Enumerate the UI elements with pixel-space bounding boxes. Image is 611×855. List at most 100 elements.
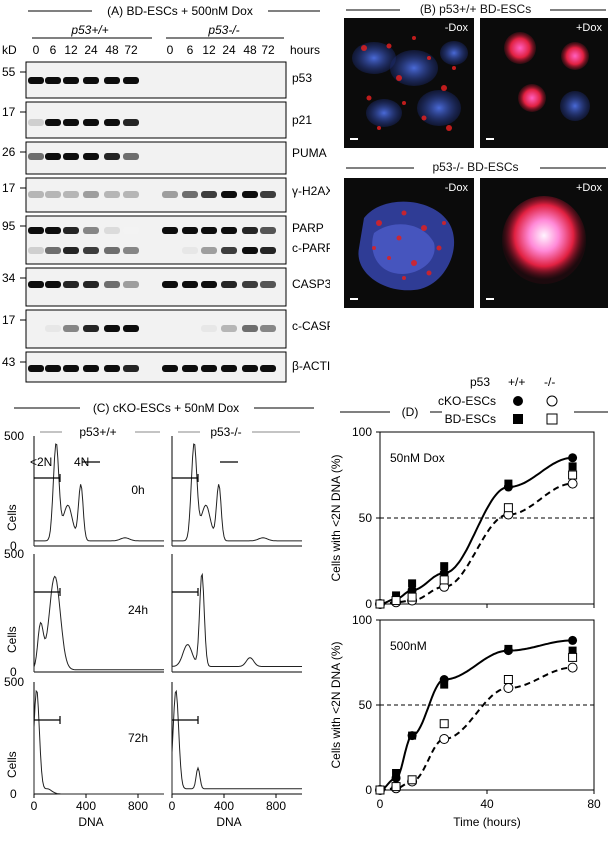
y-tick-label: 100 — [352, 425, 372, 439]
data-point-bd-wt — [568, 646, 577, 655]
data-point-bd-ko — [375, 785, 385, 795]
y-axis-label: Cells — [5, 504, 19, 531]
protein-band — [63, 119, 79, 126]
protein-label: PUMA — [292, 146, 327, 160]
dna-histogram — [171, 689, 302, 794]
fluorescent-punctum — [376, 220, 382, 226]
protein-band — [104, 119, 120, 126]
protein-band — [83, 325, 99, 332]
fluorescent-punctum — [396, 235, 402, 241]
data-point-cko-wt — [568, 453, 578, 463]
dna-histogram — [171, 572, 302, 672]
y-axis-label: Cells with <2N DNA (%) — [329, 641, 343, 768]
kd-marker: 95 — [2, 219, 16, 233]
protein-band — [45, 325, 61, 332]
protein-band — [260, 365, 276, 372]
protein-band — [162, 191, 178, 198]
protein-band — [123, 191, 139, 198]
hours-label: hours — [290, 43, 320, 57]
protein-band — [242, 365, 258, 372]
time-label: 24h — [128, 603, 148, 617]
protein-band — [260, 325, 276, 332]
lane-label: 72 — [124, 43, 138, 57]
protein-band — [83, 119, 99, 126]
genotype-ko-label: p53-/- — [207, 23, 239, 37]
data-point-bd-ko — [407, 775, 417, 785]
legend-cko-wt-marker — [513, 396, 523, 406]
panel-b-title: (B) p53+/+ BD-ESCs — [419, 2, 532, 16]
protein-band — [45, 153, 61, 160]
protein-band — [104, 365, 120, 372]
protein-band — [63, 325, 79, 332]
y-tick-label: 0 — [10, 539, 17, 553]
legend-wt-label: +/+ — [508, 375, 525, 389]
lane-label: 48 — [105, 43, 119, 57]
x-tick-label: 80 — [587, 797, 601, 811]
panel-a: (A) BD-ESCs + 500nM Dox p53+/+ p53-/- kD… — [0, 0, 342, 395]
protein-label: PARP — [292, 221, 324, 235]
minus-dox-label: -Dox — [444, 182, 468, 194]
protein-label: CASP3 — [292, 277, 330, 291]
protein-band — [45, 365, 61, 372]
fluorescent-punctum — [441, 85, 447, 91]
data-point-bd-ko — [439, 719, 449, 729]
panel-d-title: (D) — [402, 405, 419, 419]
fluorescent-punctum — [366, 95, 372, 101]
minus-dox-label: -Dox — [444, 22, 468, 34]
protein-band — [201, 281, 217, 288]
data-point-bd-ko — [503, 675, 513, 684]
data-point-bd-ko — [407, 592, 417, 602]
protein-band — [28, 77, 44, 84]
protein-band — [242, 191, 258, 198]
data-point-bd-ko — [439, 575, 449, 585]
fluorescent-punctum — [452, 66, 456, 70]
lane-label: 0 — [33, 43, 40, 57]
protein-band — [63, 365, 79, 372]
protein-band — [104, 281, 120, 288]
plus-dox-label: +Dox — [576, 182, 602, 194]
protein-band — [104, 191, 120, 198]
y-tick-label: 50 — [359, 698, 373, 712]
fluorescent-punctum — [411, 260, 417, 266]
protein-band — [260, 247, 276, 254]
panel-d: p53 +/+ -/- cKO-ESCs BD-ESCs (D) 0 50 100 5… — [320, 360, 611, 850]
protein-band — [83, 227, 99, 234]
protein-band — [242, 247, 258, 254]
protein-band — [260, 191, 276, 198]
x-axis-label: DNA — [78, 815, 103, 829]
scale-bar — [486, 138, 494, 140]
protein-band — [162, 227, 178, 234]
x-tick-label: 400 — [214, 799, 234, 813]
protein-band — [104, 227, 120, 234]
protein-band — [182, 281, 198, 288]
data-point-cko-ko — [503, 683, 514, 693]
lane-label: 48 — [243, 43, 257, 57]
data-point-bd-wt — [392, 769, 401, 777]
fluorescent-punctum — [421, 115, 427, 121]
y-tick-label: 500 — [4, 547, 24, 561]
data-point-cko-ko — [567, 662, 578, 673]
protein-band — [260, 227, 276, 234]
fluorescent-punctum — [401, 210, 407, 216]
fluorescent-punctum — [436, 245, 442, 251]
kd-marker: 43 — [2, 355, 16, 369]
y-tick-label: 500 — [4, 429, 24, 443]
kd-marker: 55 — [2, 65, 16, 79]
fluorescent-punctum — [421, 225, 427, 231]
micrograph-ko-plus-dox: +Dox — [480, 178, 608, 308]
kd-marker: 34 — [2, 271, 16, 285]
fit-curve-ko — [379, 666, 573, 791]
y-tick-label: 0 — [365, 783, 372, 797]
protein-label: c-CASP3 — [292, 319, 330, 333]
protein-band — [123, 153, 139, 160]
concentration-label: 500nM — [390, 639, 427, 653]
data-point-bd-ko — [568, 470, 578, 480]
protein-label: γ-H2AX — [292, 184, 330, 198]
x-tick-label: 400 — [76, 799, 96, 813]
protein-band — [104, 325, 120, 332]
protein-band — [28, 153, 44, 160]
lane-label: 72 — [261, 43, 275, 57]
western-blot-figure: (A) BD-ESCs + 500nM Dox p53+/+ p53-/- kD… — [2, 4, 342, 383]
protein-band — [242, 227, 258, 234]
protein-band — [123, 325, 139, 332]
